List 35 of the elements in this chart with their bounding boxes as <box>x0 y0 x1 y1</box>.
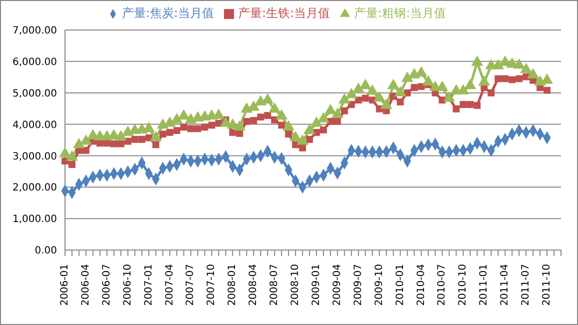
y-tick-label: 3,000.00 <box>12 151 57 162</box>
x-tick-label: 2006-04 <box>80 264 92 306</box>
y-tick-label: 2,000.00 <box>12 182 57 194</box>
x-tick-label: 2010-01 <box>394 264 406 306</box>
x-tick-label: 2008-10 <box>290 264 302 306</box>
x-tick-label: 2009-10 <box>374 264 385 306</box>
legend-label: 产量:焦炭:当月值 <box>122 6 214 20</box>
x-tick-label: 2009-01 <box>310 264 322 306</box>
x-tick-label: 2007-10 <box>206 264 218 306</box>
x-tick-label: 2011-01 <box>478 264 490 306</box>
x-tick-label: 2006-07 <box>101 264 112 306</box>
x-tick-label: 2008-07 <box>269 264 280 306</box>
y-tick-label: 6,000.00 <box>12 56 57 68</box>
x-tick-label: 2010-04 <box>416 264 427 306</box>
x-tick-label: 2010-07 <box>436 264 448 306</box>
x-tick-label: 2006-10 <box>122 264 134 306</box>
x-tick-label: 2006-01 <box>60 264 70 306</box>
x-tick-label: 2009-07 <box>352 264 364 306</box>
x-tick-label: 2011-04 <box>500 264 511 306</box>
x-tick-label: 2009-04 <box>332 264 343 306</box>
y-tick-label: 5,000.00 <box>12 88 57 100</box>
y-tick-label: 7,000.00 <box>12 26 57 37</box>
x-tick-label: 2011-07 <box>520 264 532 306</box>
x-tick-label: 2008-04 <box>248 264 260 306</box>
x-tick-label: 2007-07 <box>185 264 196 306</box>
x-tick-label: 2010-10 <box>458 264 469 306</box>
y-tick-label: 1,000.00 <box>12 214 57 226</box>
x-tick-label: 2007-04 <box>164 264 176 306</box>
legend-label: 产量:生铁:当月值 <box>238 6 330 20</box>
x-tick-label: 2007-01 <box>143 264 154 306</box>
y-tick-label: 4,000.00 <box>12 120 57 131</box>
x-tick-label: 2008-01 <box>227 264 238 306</box>
x-tick-label: 2011-10 <box>542 264 553 306</box>
y-tick-label: 0.00 <box>34 246 57 257</box>
legend-label: 产量:粗钢:当月值 <box>354 6 446 20</box>
